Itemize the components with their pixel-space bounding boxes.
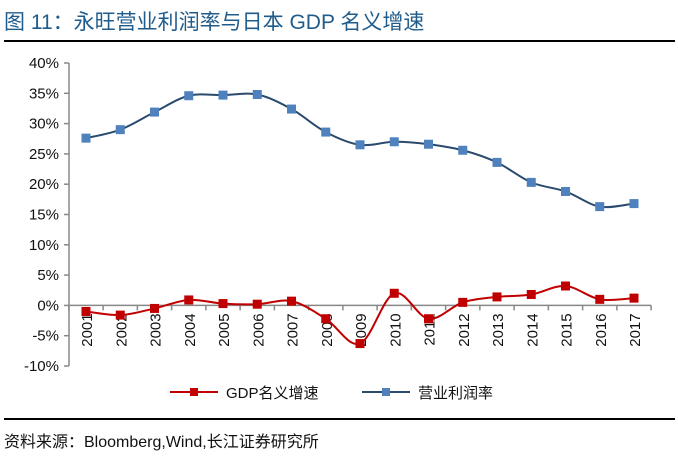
- y-tick-label: 0%: [37, 297, 59, 314]
- data-point: [321, 127, 331, 137]
- data-point: [424, 314, 433, 324]
- data-point: [526, 177, 536, 187]
- data-point: [115, 125, 125, 135]
- x-tick-label: 2017: [627, 313, 644, 346]
- data-point: [184, 91, 194, 101]
- data-point: [629, 199, 639, 209]
- y-tick-label: 25%: [29, 146, 59, 163]
- x-tick-label: 2002: [113, 313, 130, 346]
- y-tick-label: 15%: [29, 207, 59, 224]
- x-tick-label: 2004: [182, 313, 199, 346]
- data-point: [355, 140, 365, 150]
- y-tick-label: 35%: [29, 85, 59, 102]
- data-point: [252, 299, 262, 309]
- y-tick-label: 20%: [29, 176, 59, 193]
- data-point: [150, 107, 159, 117]
- data-point: [287, 104, 296, 114]
- data-point: [595, 202, 605, 212]
- data-point: [389, 288, 399, 298]
- x-tick-label: 2006: [250, 313, 267, 346]
- x-tick-label: 2014: [524, 313, 541, 346]
- data-point: [287, 296, 296, 306]
- data-point: [595, 294, 605, 304]
- data-point: [458, 297, 468, 307]
- data-point: [561, 186, 570, 196]
- legend-label: GDP名义增速: [226, 385, 319, 402]
- data-point: [150, 303, 159, 313]
- x-tick-label: 2013: [490, 313, 507, 346]
- data-point: [218, 90, 228, 100]
- legend-marker: [190, 388, 198, 396]
- data-point: [424, 139, 433, 149]
- y-tick-label: -5%: [32, 328, 59, 345]
- x-tick-label: 2007: [285, 313, 302, 346]
- x-tick-label: 2016: [593, 313, 610, 346]
- y-tick-label: 40%: [29, 55, 59, 72]
- data-point: [115, 310, 125, 320]
- x-tick-label: 2005: [216, 313, 233, 346]
- x-tick-label: 2003: [148, 313, 165, 346]
- y-tick-label: 30%: [29, 116, 59, 133]
- legend-label: 营业利润率: [418, 385, 493, 402]
- data-point: [81, 133, 91, 143]
- x-tick-label: 2015: [559, 313, 576, 346]
- data-point: [218, 299, 228, 309]
- data-point: [184, 295, 194, 305]
- data-point: [252, 90, 262, 100]
- data-point: [321, 314, 331, 324]
- data-point: [526, 289, 536, 299]
- legend-marker: [382, 388, 390, 396]
- figure-title: 图 11：永旺营业利润率与日本 GDP 名义增速: [4, 11, 425, 34]
- data-point: [492, 157, 502, 167]
- data-point: [389, 137, 399, 147]
- data-point: [458, 145, 468, 155]
- source-note: 资料来源：Bloomberg,Wind,长江证券研究所: [4, 434, 319, 451]
- data-point: [492, 292, 502, 302]
- data-point: [355, 339, 365, 349]
- data-point: [629, 293, 639, 303]
- series-line-1: [85, 92, 635, 209]
- x-tick-label: 2012: [456, 313, 473, 346]
- x-tick-label: 2010: [387, 313, 404, 346]
- y-tick-label: 5%: [37, 267, 59, 284]
- y-tick-label: -10%: [24, 358, 59, 375]
- x-tick-label: 2001: [79, 313, 96, 346]
- data-point: [561, 281, 570, 291]
- data-point: [81, 306, 91, 316]
- y-tick-label: 10%: [29, 237, 59, 254]
